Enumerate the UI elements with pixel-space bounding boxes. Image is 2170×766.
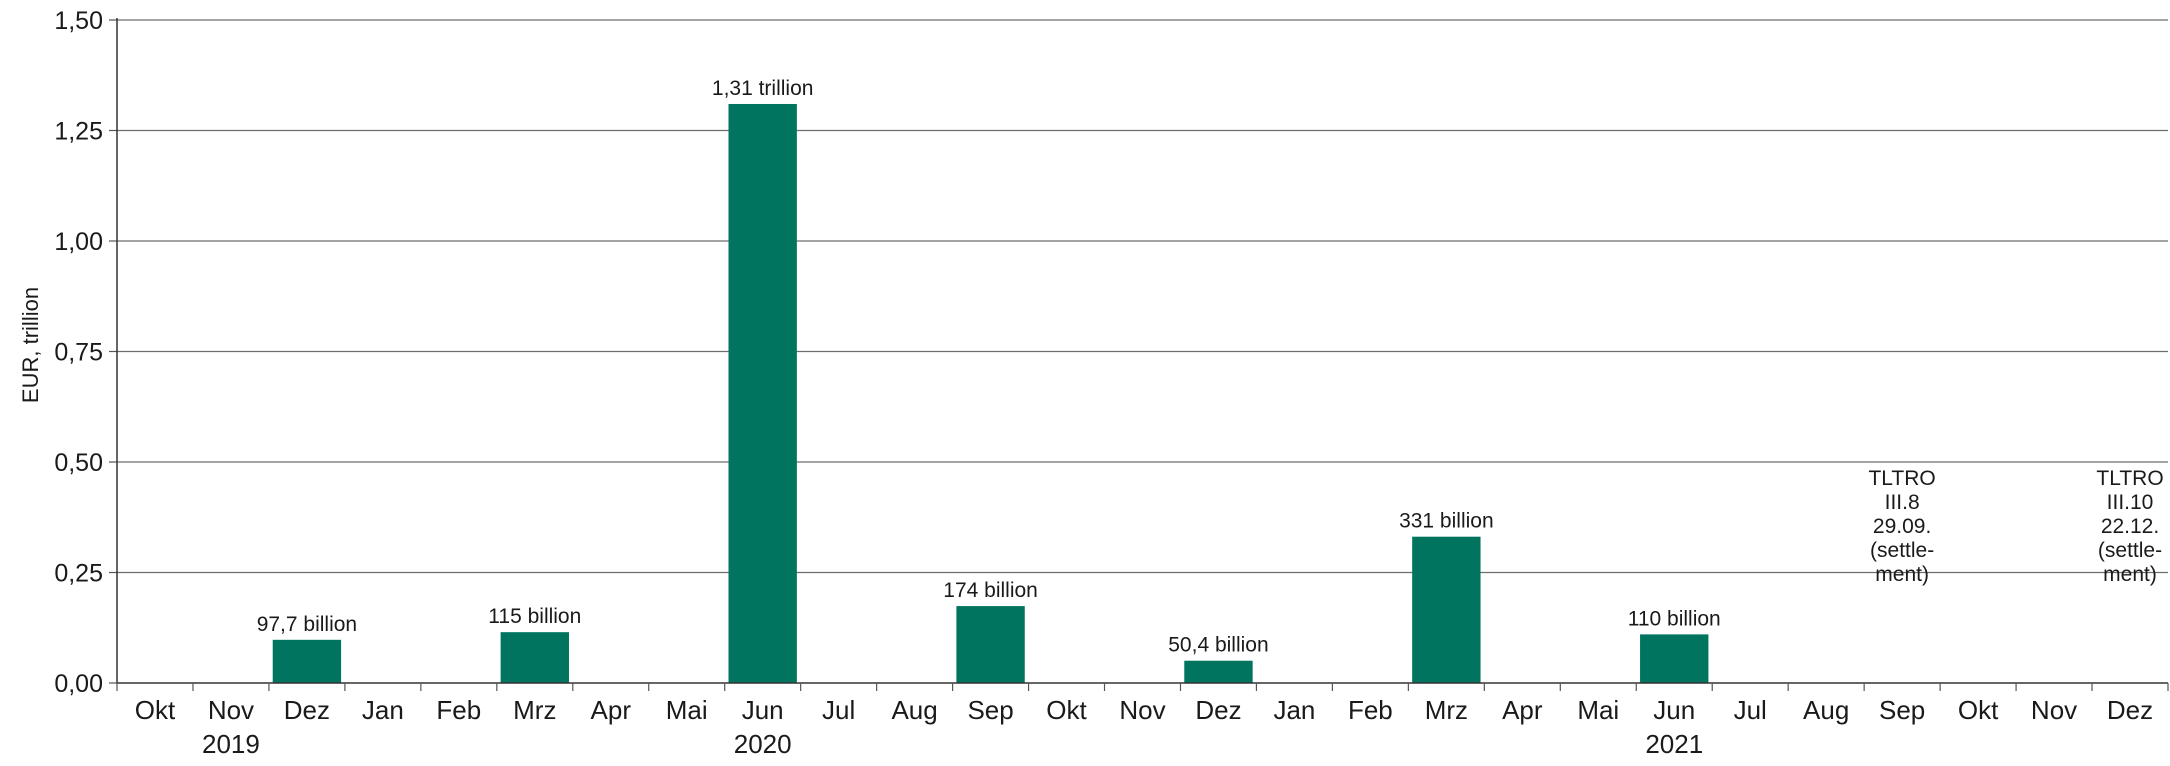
- x-tick-label: Mai: [1577, 695, 1619, 725]
- bar: [956, 606, 1025, 683]
- gridlines: [117, 19, 2168, 574]
- x-tick-label: Okt: [1958, 695, 1999, 725]
- annotation-line: (settle-: [2098, 539, 2162, 562]
- data-label: 331 billion: [1399, 510, 1494, 533]
- bar: [1640, 634, 1709, 683]
- data-label: 1,31 trillion: [712, 77, 814, 100]
- x-tick-label: Mai: [666, 695, 708, 725]
- year-label: 2019: [202, 729, 260, 759]
- axes: [109, 18, 2169, 691]
- data-label: 50,4 billion: [1168, 634, 1268, 657]
- bars: [272, 103, 1709, 684]
- labels: 0,00 0,25 0,50 0,75 1,00 1,25 1,50 Okt Nov 97,7 b…: [54, 7, 2163, 759]
- annotation-line: (settle-: [1870, 539, 1934, 562]
- annotation-line: 22.12.: [2101, 515, 2159, 538]
- data-label: 97,7 billion: [257, 613, 357, 636]
- x-tick-label: Apr: [1502, 695, 1543, 725]
- data-label: 110 billion: [1628, 607, 1721, 630]
- x-tick-label: Dez: [1195, 695, 1241, 725]
- y-tick-label: 0,25: [54, 560, 103, 588]
- annotation-line: TLTRO: [2096, 467, 2163, 490]
- x-tick-label: Jan: [1273, 695, 1315, 725]
- data-label: 115 billion: [488, 605, 581, 628]
- x-tick-label: Jun: [1653, 695, 1695, 725]
- year-label: 2020: [734, 729, 792, 759]
- x-tick-label: Nov: [1119, 695, 1165, 725]
- y-tick-label: 0,75: [54, 339, 103, 367]
- x-tick-label: Jun: [742, 695, 784, 725]
- x-tick-label: Aug: [891, 695, 937, 725]
- y-tick-label: 1,50: [54, 7, 103, 35]
- y-tick-label: 1,25: [54, 118, 103, 146]
- x-tick-label: Feb: [436, 695, 481, 725]
- annotation-line: TLTRO: [1868, 467, 1935, 490]
- bar: [1412, 536, 1481, 683]
- x-tick-label: Okt: [1046, 695, 1087, 725]
- x-tick-label: Nov: [208, 695, 254, 725]
- annotation-line: III.8: [1885, 491, 1920, 514]
- bar: [500, 632, 569, 683]
- y-axis-label: EUR, trillion: [18, 287, 43, 403]
- annotation-line: ment): [1875, 563, 1929, 586]
- x-tick-label: Nov: [2031, 695, 2077, 725]
- x-tick-label: Jan: [362, 695, 404, 725]
- bar: [1184, 660, 1253, 683]
- x-tick-label: Aug: [1803, 695, 1849, 725]
- y-tick-label: 0,50: [54, 449, 103, 477]
- x-tick-label: Dez: [284, 695, 330, 725]
- data-label: 174 billion: [943, 579, 1038, 602]
- x-tick-label: Sep: [1879, 695, 1925, 725]
- x-tick-label: Sep: [967, 695, 1013, 725]
- bar: [728, 103, 797, 684]
- x-tick-label: Apr: [591, 695, 632, 725]
- y-tick-label: 1,00: [54, 228, 103, 256]
- annotation-line: 29.09.: [1873, 515, 1931, 538]
- annotation-line: ment): [2103, 563, 2157, 586]
- x-tick-label: Jul: [822, 695, 855, 725]
- x-tick-label: Feb: [1348, 695, 1393, 725]
- x-tick-label: Dez: [2107, 695, 2153, 725]
- year-label: 2021: [1645, 729, 1703, 759]
- annotation-line: III.10: [2107, 491, 2154, 514]
- x-tick-label: Mrz: [513, 695, 556, 725]
- x-tick-label: Jul: [1734, 695, 1767, 725]
- x-tick-label: Mrz: [1425, 695, 1468, 725]
- bar: [272, 639, 342, 683]
- y-tick-label: 0,00: [54, 670, 103, 698]
- x-tick-label: Okt: [135, 695, 176, 725]
